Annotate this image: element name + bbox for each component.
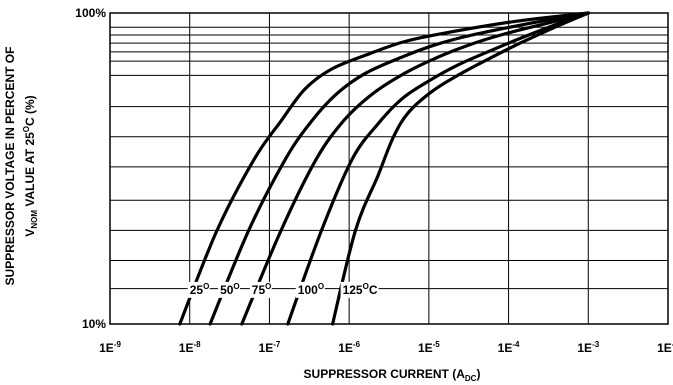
series-line-75 [240, 11, 590, 326]
x-tick-labels: 1E-9 1E-8 1E-7 1E-6 1E-5 1E-4 1E-3 1E-2 [99, 340, 673, 355]
series-label-125: 125OC [343, 282, 378, 297]
y-tick-label: 10% [82, 317, 106, 331]
series-label-bg [295, 281, 325, 298]
x-axis-title: SUPPRESSOR CURRENT (ADC) [304, 367, 481, 383]
x-tick-label: 1E-4 [498, 340, 520, 355]
x-tick-label: 1E-6 [338, 340, 360, 355]
series-label-bg [340, 281, 379, 298]
series-label-50: 50O [220, 282, 240, 297]
series-label-bg [249, 281, 272, 298]
y-axis-title-line-1: SUPPRESSOR VOLTAGE IN PERCENT OF [3, 47, 17, 286]
x-tick-label: 1E-9 [99, 340, 121, 355]
y-axis-title-line-2: VNOM VALUE AT 25OC (%) [22, 95, 39, 236]
series-line-125 [331, 11, 590, 326]
series-label-75: 75O [252, 282, 272, 297]
plot-frame [109, 12, 669, 325]
series-line-25 [178, 11, 590, 326]
x-tick-label: 1E-8 [179, 340, 201, 355]
x-tick-label: 1E-5 [418, 340, 440, 355]
series-label-25: 25O [190, 282, 210, 297]
series-label-100: 100O [298, 282, 324, 297]
x-tick-label: 1E-3 [577, 340, 599, 355]
series-label-bg [187, 281, 210, 298]
x-tick-label: 1E-7 [259, 340, 281, 355]
y-tick-label: 100% [75, 6, 106, 20]
grid [109, 13, 669, 324]
series-line-50 [208, 11, 590, 326]
curves [178, 11, 590, 326]
curve-labels: 25O 50O 75O 100O 125OC [187, 281, 379, 298]
x-tick-label: 1E-2 [657, 340, 673, 355]
y-tick-labels: 100% 10% [75, 6, 106, 331]
series-label-bg [218, 281, 241, 298]
series-line-100 [286, 11, 590, 326]
